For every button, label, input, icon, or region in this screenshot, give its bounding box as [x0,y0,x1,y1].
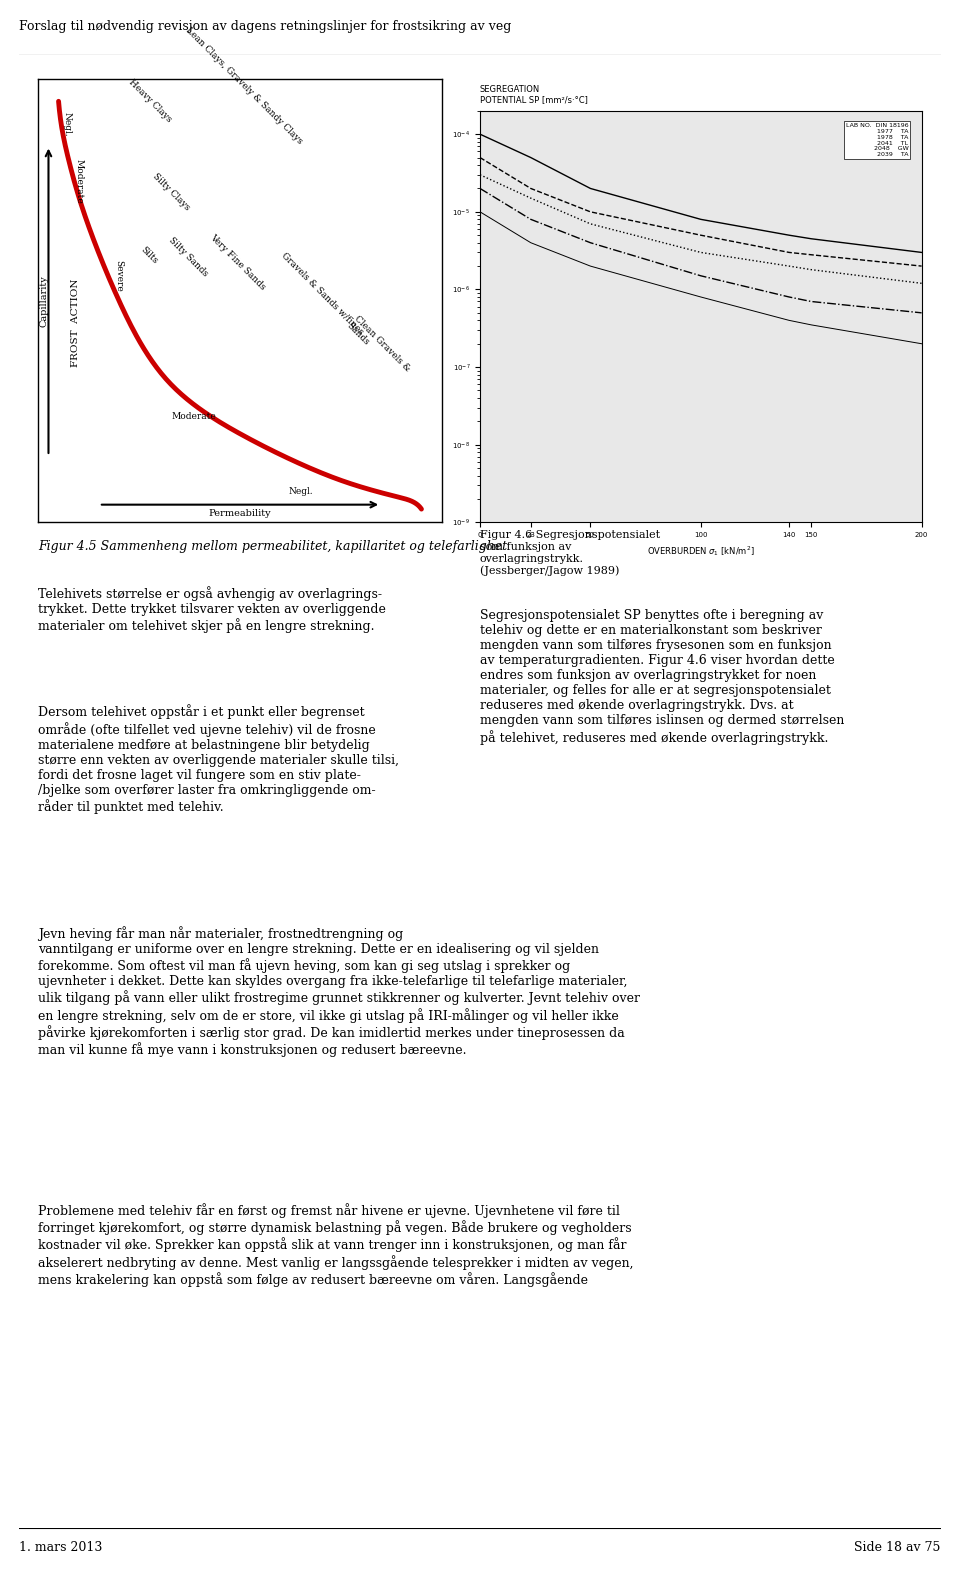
Text: Problemene med telehiv får en først og fremst når hivene er ujevne. Ujevnhetene : Problemene med telehiv får en først og f… [38,1203,634,1287]
Text: Clean Gravels &
Sands: Clean Gravels & Sands [345,313,412,380]
Text: Jevn heving får man når materialer, frostnedtrengning og
vanntilgang er uniforme: Jevn heving får man når materialer, fros… [38,926,640,1057]
Text: Negl.: Negl. [62,112,71,136]
1978 TA [916,256,927,275]
Text: LAB NO.  DIN 18196
  1977    TA
  1978    TA
  2041    TL
  2048    GW
  2039   : LAB NO. DIN 18196 1977 TA 1978 TA 2041 T… [846,123,908,157]
2041 TL [805,260,817,279]
Text: Severe: Severe [114,260,124,291]
Text: FROST  ACTION: FROST ACTION [71,279,80,367]
1978 TA [525,179,537,198]
Text: Silty Sands: Silty Sands [167,236,210,279]
Text: Figur 4.5 Sammenheng mellom permeabilitet, kapillaritet og telefarlighet: Figur 4.5 Sammenheng mellom permeabilite… [38,540,508,552]
Text: Gravels & Sands w/fines: Gravels & Sands w/fines [280,250,366,336]
2048 GW [585,233,596,252]
2039 TA [474,203,486,222]
1977 TA [805,230,817,249]
2041 TL [916,274,927,293]
2048 GW [695,266,707,285]
2048 GW [474,179,486,198]
1977 TA [474,125,486,144]
2048 GW [783,288,795,307]
Text: Moderate: Moderate [172,412,216,421]
Line: 2048 GW: 2048 GW [480,188,922,313]
Text: Figur 4.6 Segresjonspotensialet
som funksjon av
overlagringstrykk.
(Jessberger/J: Figur 4.6 Segresjonspotensialet som funk… [480,530,660,576]
Text: Heavy Clays: Heavy Clays [127,78,174,123]
Line: 1978 TA: 1978 TA [480,158,922,266]
Text: Moderate: Moderate [74,158,84,203]
2041 TL [525,188,537,207]
Text: Very Fine Sands: Very Fine Sands [207,233,267,291]
Line: 2039 TA: 2039 TA [480,212,922,344]
2039 TA [585,256,596,275]
Line: 1977 TA: 1977 TA [480,135,922,252]
1977 TA [916,242,927,261]
1977 TA [585,179,596,198]
2048 GW [805,291,817,310]
2039 TA [916,334,927,353]
2048 GW [916,304,927,323]
Text: Lean Clays, Gravely & Sandy Clays: Lean Clays, Gravely & Sandy Clays [183,25,303,146]
1978 TA [474,149,486,168]
X-axis label: OVERBURDEN $\sigma_1$ [kN/m$^2$]: OVERBURDEN $\sigma_1$ [kN/m$^2$] [647,543,755,557]
Text: 1. mars 2013: 1. mars 2013 [19,1540,103,1555]
2039 TA [695,288,707,307]
Text: Segresjonspotensialet SP benyttes ofte i beregning av
telehiv og dette er en mat: Segresjonspotensialet SP benyttes ofte i… [480,609,845,744]
2041 TL [695,242,707,261]
2048 GW [525,211,537,230]
1978 TA [783,242,795,261]
Text: Permeability: Permeability [208,510,272,518]
1977 TA [695,211,707,230]
Text: Negl.: Negl. [288,488,313,495]
2041 TL [783,256,795,275]
Text: Forslag til nødvendig revisjon av dagens retningslinjer for frostsikring av veg: Forslag til nødvendig revisjon av dagens… [19,19,512,33]
1978 TA [805,245,817,264]
2041 TL [585,214,596,233]
Text: Silts: Silts [139,245,159,266]
Text: Telehivets størrelse er også avhengig av overlagrings-
trykket. Dette trykket ti: Telehivets størrelse er også avhengig av… [38,586,386,633]
1978 TA [695,226,707,245]
Text: Side 18 av 75: Side 18 av 75 [854,1540,941,1555]
2039 TA [805,315,817,334]
1977 TA [525,149,537,168]
Text: Capillarity: Capillarity [40,275,49,326]
2041 TL [474,165,486,184]
1978 TA [585,203,596,222]
2039 TA [525,233,537,252]
2039 TA [783,310,795,329]
1977 TA [783,226,795,245]
Line: 2041 TL: 2041 TL [480,174,922,283]
Text: Silty Clays: Silty Clays [152,171,192,212]
Text: Dersom telehivet oppstår i et punkt eller begrenset
område (ofte tilfellet ved u: Dersom telehivet oppstår i et punkt elle… [38,704,399,814]
Text: SEGREGATION
POTENTIAL SP [mm²/s·°C]: SEGREGATION POTENTIAL SP [mm²/s·°C] [480,85,588,104]
